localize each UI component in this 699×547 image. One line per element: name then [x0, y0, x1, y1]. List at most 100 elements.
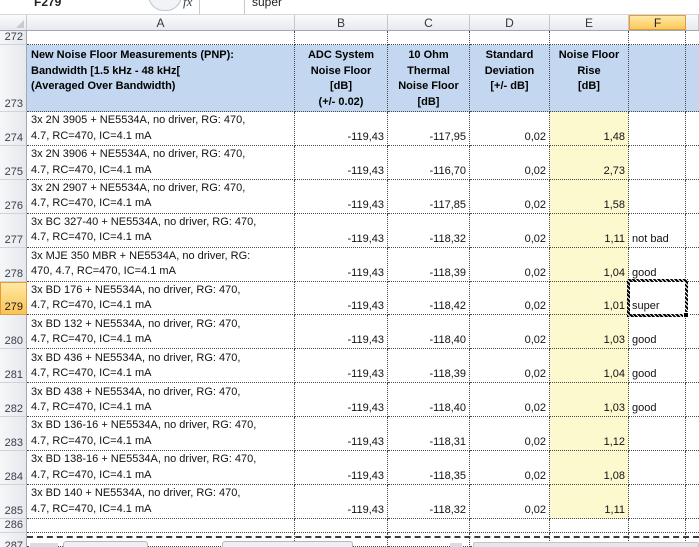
row-header[interactable]: 275: [0, 145, 27, 180]
cell-std[interactable]: 0,02: [470, 484, 550, 519]
cell[interactable]: [686, 248, 699, 282]
cell[interactable]: [686, 214, 699, 248]
cell-label[interactable]: 3x BC 327-40 + NE5534A, no driver, RG: 4…: [27, 213, 295, 248]
cell-std[interactable]: 0,02: [470, 281, 550, 316]
header-measurements-title[interactable]: New Noise Floor Measurements (PNP): Band…: [27, 45, 295, 112]
cell-std[interactable]: 0,02: [470, 213, 550, 248]
cell[interactable]: [629, 518, 686, 533]
cell-label[interactable]: 3x 2N 3905 + NE5534A, no driver, RG: 470…: [27, 112, 295, 146]
cell-std[interactable]: 0,02: [470, 179, 550, 214]
cell[interactable]: [388, 518, 470, 533]
cell[interactable]: [629, 45, 686, 112]
cell-note[interactable]: good: [629, 247, 686, 282]
name-box[interactable]: F279 fx: [0, 0, 200, 14]
cell-rise[interactable]: 1,01: [550, 281, 629, 316]
cell-label[interactable]: 3x 2N 2907 + NE5534A, no driver, RG: 470…: [27, 179, 295, 214]
cell-rise[interactable]: 1,11: [550, 213, 629, 248]
cell-rise[interactable]: 1,48: [550, 112, 629, 146]
cell[interactable]: [686, 112, 699, 146]
cell-label[interactable]: 3x BD 436 + NE5534A, no driver, RG: 470,…: [27, 349, 295, 384]
select-all-corner[interactable]: [0, 15, 27, 30]
cell-rise[interactable]: 1,58: [550, 179, 629, 214]
cell-note[interactable]: good: [629, 349, 686, 384]
cell-note[interactable]: [629, 417, 686, 452]
column-header-C[interactable]: C: [388, 15, 470, 30]
cell[interactable]: [550, 31, 629, 45]
cell[interactable]: [686, 451, 699, 485]
cell-thermal[interactable]: -118,39: [388, 349, 470, 384]
cell[interactable]: [686, 383, 699, 418]
cell-adc[interactable]: -119,43: [295, 145, 388, 180]
cell-thermal[interactable]: -118,39: [388, 247, 470, 282]
row-header[interactable]: 286: [0, 518, 27, 533]
cell-adc[interactable]: -119,43: [295, 315, 388, 350]
sheet-nav-buttons[interactable]: [30, 543, 58, 547]
column-header-B[interactable]: B: [295, 15, 388, 30]
cell-thermal[interactable]: -118,32: [388, 213, 470, 248]
cell-std[interactable]: 0,02: [470, 112, 550, 146]
row-header[interactable]: 276: [0, 179, 27, 214]
cell[interactable]: [686, 519, 699, 533]
cell-adc[interactable]: -119,43: [295, 451, 388, 485]
cell-thermal[interactable]: -117,85: [388, 179, 470, 214]
cell[interactable]: [686, 349, 699, 384]
column-header-G-sliver[interactable]: [686, 15, 699, 30]
cell-std[interactable]: 0,02: [470, 145, 550, 180]
cell-note[interactable]: good: [629, 383, 686, 418]
row-header[interactable]: 273: [0, 45, 27, 112]
cell-adc[interactable]: -119,43: [295, 112, 388, 146]
cell[interactable]: [388, 532, 470, 547]
cell-label[interactable]: 3x BD 176 + NE5534A, no driver, RG: 470,…: [27, 281, 295, 316]
fx-icon[interactable]: fx: [183, 0, 193, 9]
row-header[interactable]: 283: [0, 417, 27, 452]
cell-std[interactable]: 0,02: [470, 417, 550, 452]
row-header[interactable]: 282: [0, 383, 27, 418]
cell-adc[interactable]: -119,43: [295, 247, 388, 282]
cell-label[interactable]: 3x 2N 3906 + NE5534A, no driver, RG: 470…: [27, 145, 295, 180]
row-header[interactable]: 281: [0, 349, 27, 384]
cell-rise[interactable]: 1,11: [550, 484, 629, 519]
tab-split-handle[interactable]: [450, 543, 462, 547]
row-header[interactable]: 272: [0, 31, 27, 45]
cell-note[interactable]: [629, 451, 686, 485]
cell-thermal[interactable]: -118,40: [388, 383, 470, 418]
row-header-selected[interactable]: 279: [0, 281, 27, 316]
cell-std[interactable]: 0,02: [470, 315, 550, 350]
column-header-E[interactable]: E: [550, 15, 629, 30]
sheet-tab[interactable]: [222, 541, 353, 547]
cell[interactable]: [686, 485, 699, 519]
cell-rise[interactable]: 1,03: [550, 383, 629, 418]
cell[interactable]: [686, 45, 699, 112]
cell[interactable]: [470, 31, 550, 45]
cell[interactable]: [686, 31, 699, 45]
row-header[interactable]: 277: [0, 213, 27, 248]
cell-adc[interactable]: -119,43: [295, 179, 388, 214]
cell-std[interactable]: 0,02: [470, 451, 550, 485]
cell-adc[interactable]: -119,43: [295, 213, 388, 248]
cell[interactable]: [686, 282, 699, 316]
cell-adc[interactable]: -119,43: [295, 417, 388, 452]
cell-thermal[interactable]: -118,40: [388, 315, 470, 350]
column-header-D[interactable]: D: [470, 15, 550, 30]
cell[interactable]: [295, 518, 388, 533]
row-header[interactable]: 287: [0, 532, 27, 547]
cell[interactable]: [686, 315, 699, 350]
cell-note[interactable]: [629, 145, 686, 180]
cell-label[interactable]: 3x BD 438 + NE5534A, no driver, RG: 470,…: [27, 383, 295, 418]
cell-note[interactable]: not bad: [629, 213, 686, 248]
cell[interactable]: [27, 31, 295, 45]
row-header[interactable]: 280: [0, 315, 27, 350]
cell-thermal[interactable]: -118,32: [388, 484, 470, 519]
cell-label[interactable]: 3x BD 132 + NE5534A, no driver, RG: 470,…: [27, 315, 295, 350]
cell-thermal[interactable]: -118,31: [388, 417, 470, 452]
cell-adc[interactable]: -119,43: [295, 349, 388, 384]
cell-std[interactable]: 0,02: [470, 383, 550, 418]
row-header[interactable]: 278: [0, 247, 27, 282]
cell-thermal[interactable]: -118,35: [388, 451, 470, 485]
cell-label[interactable]: 3x MJE 350 MBR + NE5534A, no driver, RG:…: [27, 247, 295, 282]
cell-label[interactable]: 3x BD 138-16 + NE5534A, no driver, RG: 4…: [27, 451, 295, 485]
cell[interactable]: [27, 518, 295, 533]
cell[interactable]: [686, 417, 699, 452]
cell-rise[interactable]: 1,08: [550, 451, 629, 485]
cell-note[interactable]: [629, 484, 686, 519]
